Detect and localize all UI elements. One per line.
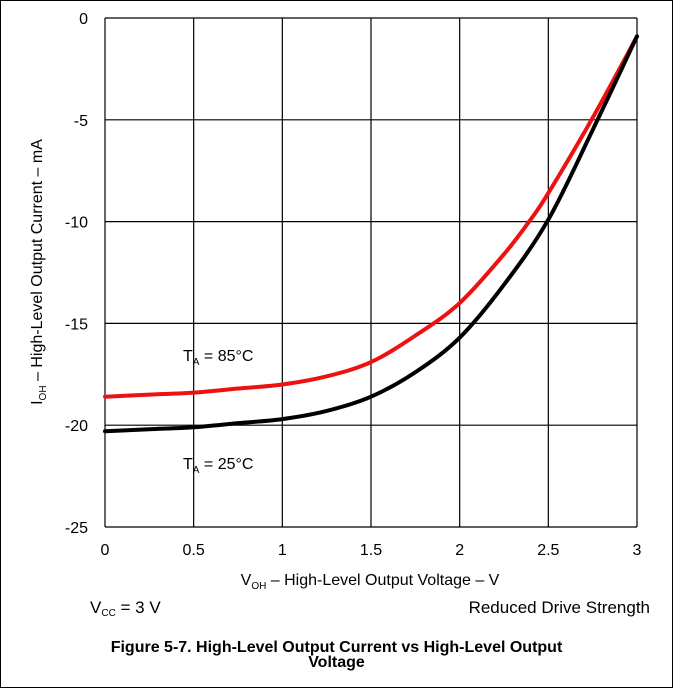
y-tick-label: -25	[65, 520, 88, 537]
x-tick-label: 1	[278, 542, 287, 559]
y-tick-label: -20	[65, 418, 88, 435]
grid	[104, 17, 638, 528]
y-axis-label: IOH – High-Level Output Current – mA	[29, 139, 49, 405]
caption-line-2: Voltage	[308, 654, 365, 671]
series-line-0	[103, 34, 639, 399]
figure-caption: Figure 5-7. High-Level Output Current vs…	[0, 639, 673, 671]
series-lines	[103, 34, 639, 434]
y-ticks: 0 -5 -10 -15 -20 -25	[65, 11, 88, 537]
x-axis-label: VOH – High-Level Output Voltage – V	[241, 572, 500, 592]
x-tick-label: 1.5	[360, 542, 382, 559]
y-tick-label: -15	[65, 316, 88, 333]
y-tick-label: 0	[79, 11, 88, 28]
y-tick-label: -10	[65, 215, 88, 232]
series-labels: TA = 85°C TA = 25°C	[183, 348, 253, 476]
x-ticks: 0 0.5 1 1.5 2 2.5 3	[101, 542, 642, 559]
series-label-0: TA = 85°C	[183, 348, 253, 368]
caption-line-1: Figure 5-7. High-Level Output Current vs…	[110, 639, 563, 656]
drive-strength-condition: Reduced Drive Strength	[468, 598, 650, 617]
series-line-1	[103, 34, 639, 434]
y-tick-label: -5	[74, 113, 88, 130]
x-tick-label: 0	[101, 542, 110, 559]
chart: 0-5-10-15-20-25 0 0.5 1 1.5 2 2.5 3 TA = 85°CT…	[29, 11, 642, 592]
x-tick-label: 3	[633, 542, 642, 559]
vcc-condition: VCC = 3 V	[90, 598, 161, 619]
x-tick-label: 0.5	[183, 542, 205, 559]
x-tick-label: 2	[455, 542, 464, 559]
x-tick-label: 2.5	[537, 542, 559, 559]
series-label-1: TA = 25°C	[183, 456, 253, 476]
